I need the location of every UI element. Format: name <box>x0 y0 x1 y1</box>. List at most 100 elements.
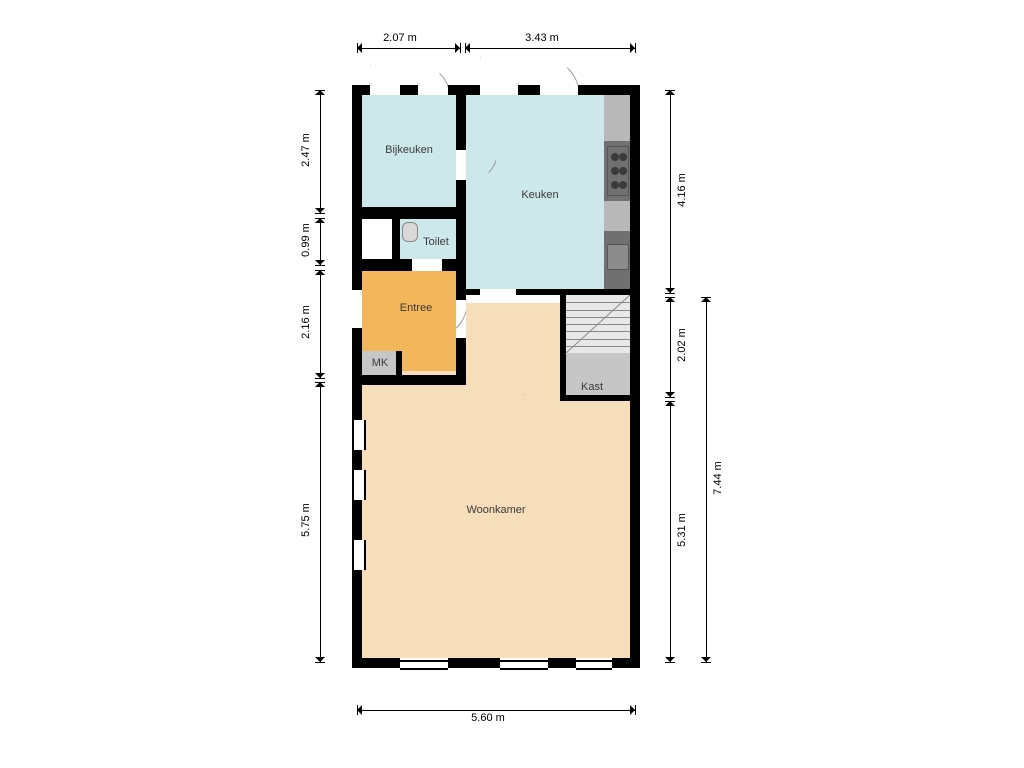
door-arc-circle <box>418 65 448 95</box>
dim-tick <box>635 43 636 53</box>
dim-arrow <box>630 705 635 715</box>
dim-arrow <box>315 208 325 213</box>
window-bottom-0 <box>400 660 448 670</box>
wall-7 <box>392 219 400 259</box>
stairs <box>566 295 630 353</box>
room-label-woonkamer: Woonkamer <box>466 504 525 516</box>
dim-arrow <box>357 43 362 53</box>
dim-arrow <box>315 270 325 275</box>
kitchen-counter-2 <box>604 201 630 231</box>
dim-line-3 <box>320 90 321 213</box>
dim-label-9: 5.31 m <box>676 513 688 547</box>
dim-arrow <box>665 288 675 293</box>
dim-line-0 <box>357 48 460 49</box>
door-arc-circle <box>540 57 578 95</box>
room-label-entree: Entree <box>400 302 432 314</box>
window-bottom-2 <box>576 660 612 670</box>
dim-label-7: 4.16 m <box>676 173 688 207</box>
hob-ring <box>619 181 627 189</box>
hob-ring <box>619 153 627 161</box>
opening-6 <box>480 289 516 295</box>
door-arc-circle <box>370 65 400 95</box>
dim-label-0: 2.07 m <box>383 32 417 44</box>
dim-arrow <box>665 401 675 406</box>
hob-fixture <box>607 146 629 196</box>
dim-line-9 <box>670 401 671 662</box>
dim-arrow <box>665 297 675 302</box>
dim-label-10: 7.44 m <box>712 461 724 495</box>
dim-arrow <box>465 43 470 53</box>
dim-line-2 <box>357 710 635 711</box>
dim-label-2: 5.60 m <box>471 712 505 724</box>
dim-tick <box>665 397 675 398</box>
dim-arrow <box>315 260 325 265</box>
dim-line-10 <box>706 297 707 662</box>
dim-tick <box>315 662 325 663</box>
dim-line-4 <box>320 218 321 265</box>
kitchen-counter-0 <box>604 95 630 141</box>
hob-ring <box>611 181 619 189</box>
dim-label-8: 2.02 m <box>676 328 688 362</box>
dim-tick <box>701 662 711 663</box>
dim-line-6 <box>320 382 321 662</box>
room-label-keuken: Keuken <box>521 189 558 201</box>
dim-arrow <box>701 657 711 662</box>
dim-label-5: 2.16 m <box>300 305 312 339</box>
dim-label-4: 0.99 m <box>300 223 312 257</box>
door-arc <box>370 65 400 95</box>
dim-tick <box>315 378 325 379</box>
dim-arrow <box>315 382 325 387</box>
dim-tick <box>315 265 325 266</box>
hob-ring <box>611 167 619 175</box>
window-2 <box>352 540 366 570</box>
dim-arrow <box>357 705 362 715</box>
dim-arrow <box>665 392 675 397</box>
dim-arrow <box>455 43 460 53</box>
dim-line-8 <box>670 297 671 397</box>
wall-5 <box>362 207 466 219</box>
opening-4 <box>352 290 362 328</box>
dim-tick <box>665 662 675 663</box>
dim-arrow <box>630 43 635 53</box>
dim-arrow <box>315 373 325 378</box>
room-label-kast: Kast <box>581 381 603 393</box>
dim-line-7 <box>670 90 671 293</box>
room-label-mk: MK <box>372 357 389 369</box>
dim-line-5 <box>320 270 321 378</box>
door-arc <box>480 57 518 95</box>
opening-7 <box>412 259 442 271</box>
toilet-fixture <box>402 222 418 242</box>
wall-10 <box>362 375 466 385</box>
window-1 <box>352 470 366 500</box>
opening-8 <box>456 150 466 180</box>
wall-1 <box>352 85 362 668</box>
door-arc <box>540 57 578 95</box>
hob-ring <box>619 167 627 175</box>
dim-tick <box>315 213 325 214</box>
wall-3 <box>630 85 640 668</box>
dim-arrow <box>665 657 675 662</box>
dim-arrow <box>315 218 325 223</box>
dim-tick <box>665 293 675 294</box>
room-label-toilet: Toilet <box>423 236 449 248</box>
hob-ring <box>611 153 619 161</box>
room-label-bijkeuken: Bijkeuken <box>385 144 433 156</box>
dim-line-1 <box>465 48 635 49</box>
dim-arrow <box>315 90 325 95</box>
sink-fixture <box>607 244 629 270</box>
dim-label-6: 5.75 m <box>300 503 312 537</box>
door-arc-circle <box>480 57 518 95</box>
door-arc <box>418 65 448 95</box>
dim-tick <box>460 43 461 53</box>
wall-12 <box>396 351 402 375</box>
dim-tick <box>635 705 636 715</box>
dim-arrow <box>701 297 711 302</box>
wall-14 <box>560 395 630 401</box>
dim-label-3: 2.47 m <box>300 133 312 167</box>
floor-plan-canvas: { "scale_px_per_m": 50, "origin_px": { "… <box>0 0 1024 768</box>
dim-arrow <box>315 657 325 662</box>
window-bottom-1 <box>500 660 548 670</box>
dim-label-1: 3.43 m <box>525 32 559 44</box>
dim-arrow <box>665 90 675 95</box>
window-0 <box>352 420 366 450</box>
